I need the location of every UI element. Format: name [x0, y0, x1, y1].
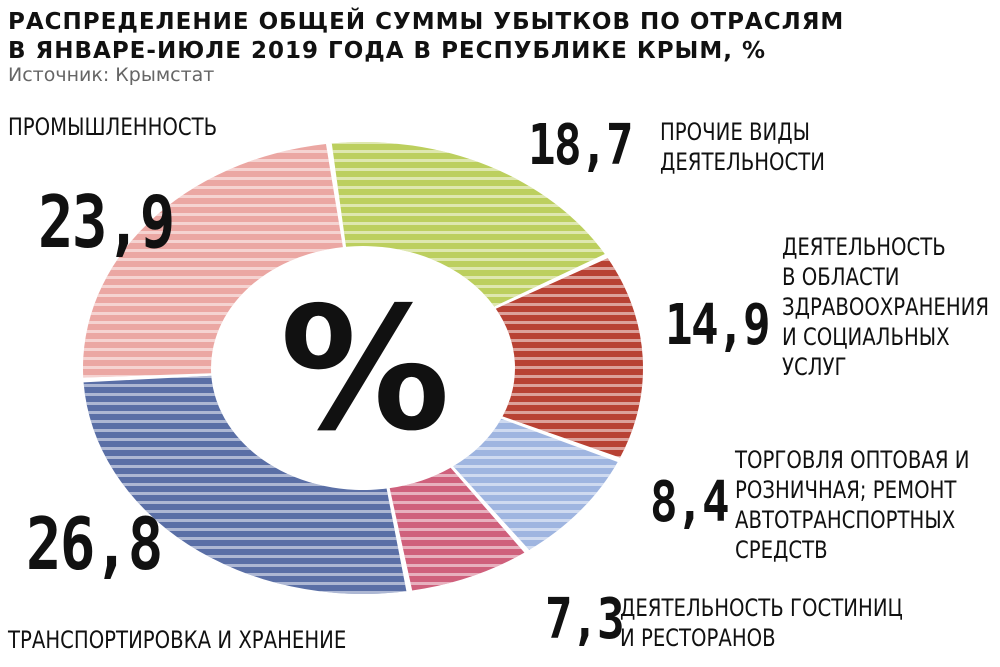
slice-value-hotels: 7,3	[545, 587, 625, 652]
title-line-2: В ЯНВАРЕ-ИЮЛЕ 2019 ГОДА В РЕСПУБЛИКЕ КРЫ…	[8, 38, 767, 64]
slice-value-health: 14,9	[665, 293, 771, 358]
title-line-1: РАСПРЕДЕЛЕНИЕ ОБЩЕЙ СУММЫ УБЫТКОВ ПО ОТР…	[8, 9, 845, 35]
donut-slice-stripes-3	[389, 467, 525, 591]
donut-slice-stripes-4	[83, 375, 407, 595]
donut-slice-stripes-0	[331, 142, 605, 307]
source-note: Источник: Крымстат	[8, 64, 215, 86]
slice-value-other: 18,7	[528, 113, 634, 178]
chart-title: РАСПРЕДЕЛЕНИЕ ОБЩЕЙ СУММЫ УБЫТКОВ ПО ОТР…	[8, 8, 993, 66]
slice-label-health: ДЕЯТЕЛЬНОСТЬ В ОБЛАСТИ ЗДРАВООХРАНЕНИЯ И…	[782, 233, 990, 381]
slice-value-industry: 23,9	[38, 180, 175, 264]
slice-value-trade: 8,4	[650, 470, 730, 535]
slice-label-transport: ТРАНСПОРТИРОВКА И ХРАНЕНИЕ	[8, 626, 347, 654]
donut-slice-stripes-1	[495, 258, 643, 458]
slice-value-transport: 26,8	[26, 502, 163, 586]
donut-slice-stripes-5	[82, 143, 343, 378]
slice-label-other: ПРОЧИЕ ВИДЫ ДЕЯТЕЛЬНОСТИ	[660, 118, 826, 176]
center-percent-sign: %	[279, 271, 451, 469]
slice-label-hotels: ДЕЯТЕЛЬНОСТЬ ГОСТИНИЦ И РЕСТОРАНОВ	[620, 594, 903, 652]
slice-label-industry: ПРОМЫШЛЕННОСТЬ	[8, 113, 218, 141]
donut-slice-stripes-2	[453, 418, 618, 550]
slice-label-trade: ТОРГОВЛЯ ОПТОВАЯ И РОЗНИЧНАЯ; РЕМОНТ АВТ…	[735, 446, 970, 564]
